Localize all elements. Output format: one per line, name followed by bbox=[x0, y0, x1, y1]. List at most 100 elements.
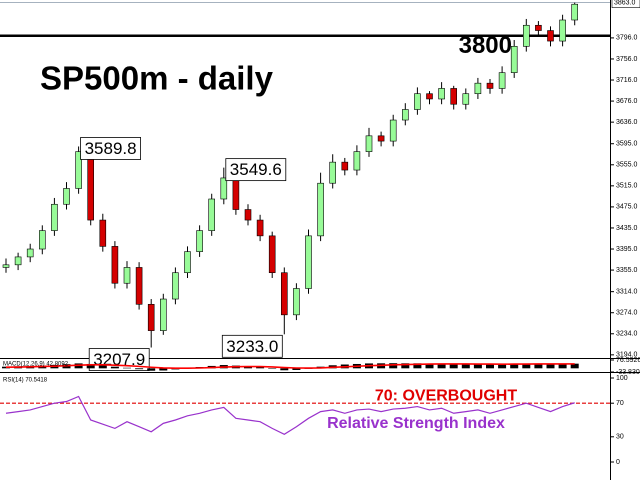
macd-bar bbox=[425, 363, 434, 369]
macd-bar bbox=[123, 367, 131, 369]
candle-body bbox=[547, 30, 554, 42]
y-tick-label: 3274.0 bbox=[616, 310, 638, 317]
y-tick-label: 3515.0 bbox=[616, 183, 638, 190]
macd-bar bbox=[473, 364, 482, 369]
candle-body bbox=[474, 82, 482, 95]
candle-body bbox=[353, 151, 361, 171]
candle-body bbox=[123, 267, 131, 284]
annotation-label: 3233.0 bbox=[226, 337, 278, 356]
y-tick-label: 3194.0 bbox=[616, 352, 638, 359]
macd-bar bbox=[558, 363, 567, 369]
candle-body bbox=[196, 230, 203, 252]
macd-bar bbox=[522, 363, 531, 369]
y-tick-label: 3756.0 bbox=[616, 56, 638, 63]
panel-subtitle: Relative Strength Index bbox=[327, 415, 505, 432]
candle-body bbox=[220, 177, 228, 200]
macd-bar bbox=[268, 368, 277, 369]
macd-bar bbox=[486, 364, 494, 369]
macd-bar bbox=[280, 368, 289, 371]
candle-body bbox=[172, 272, 179, 300]
macd-bar bbox=[86, 363, 95, 369]
candle-body bbox=[147, 303, 155, 331]
panel-title: RSI(14) 70.5418 bbox=[3, 378, 48, 384]
y-tick-label: 3555.0 bbox=[616, 162, 638, 169]
candle-body bbox=[111, 246, 119, 284]
candle-body bbox=[305, 235, 312, 289]
macd-bar bbox=[110, 366, 119, 369]
candle-body bbox=[51, 203, 58, 231]
candle-body bbox=[522, 24, 530, 47]
candle-body bbox=[99, 219, 107, 247]
candle-body bbox=[414, 93, 421, 110]
candle-body bbox=[232, 177, 240, 210]
macd-bar bbox=[389, 363, 398, 369]
y-tick-label: 3475.0 bbox=[616, 204, 638, 211]
y-tick-label: 3435.0 bbox=[616, 225, 638, 232]
macd-bar bbox=[2, 366, 10, 369]
candle-body bbox=[426, 93, 433, 100]
level-label: 70: OVERBOUGHT bbox=[375, 387, 517, 404]
y-tick-label: 3395.0 bbox=[616, 246, 638, 253]
candle-body bbox=[401, 109, 409, 121]
candle-body bbox=[571, 3, 579, 21]
candle-body bbox=[268, 235, 276, 274]
candle-body bbox=[14, 256, 22, 266]
candle-body bbox=[510, 46, 518, 73]
candle-body bbox=[377, 135, 385, 142]
candle-body bbox=[317, 182, 324, 237]
candle-body bbox=[244, 209, 252, 221]
annotation-label: 3589.8 bbox=[85, 139, 137, 158]
annotation-box bbox=[221, 334, 283, 358]
signal-line bbox=[5, 363, 575, 370]
y-tick-label: 3595.0 bbox=[616, 141, 638, 148]
candle-body bbox=[184, 251, 191, 274]
y-tick-label: 3676.0 bbox=[616, 98, 638, 105]
annotation-box bbox=[225, 158, 287, 182]
y-tick-label: 3636.0 bbox=[616, 119, 638, 126]
candle-body bbox=[2, 264, 10, 268]
candle-body bbox=[535, 24, 542, 31]
y-tick-label: 3314.0 bbox=[616, 289, 638, 296]
candle-body bbox=[486, 82, 494, 89]
price-label: 3863.0 bbox=[614, 0, 636, 6]
candle-body bbox=[38, 230, 46, 250]
candle-body bbox=[365, 135, 373, 152]
y-tick-label: 3234.0 bbox=[616, 331, 638, 338]
candle-body bbox=[341, 161, 349, 171]
macd-bar bbox=[510, 363, 519, 369]
y-tick-label: 70 bbox=[616, 400, 624, 407]
macd-bar bbox=[498, 364, 507, 369]
macd-bar bbox=[98, 365, 107, 369]
candle-body bbox=[160, 298, 167, 331]
macd-bar bbox=[413, 363, 422, 369]
macd-bar bbox=[135, 368, 144, 370]
candle-body bbox=[462, 93, 470, 105]
candle-body bbox=[75, 151, 82, 189]
macd-bar bbox=[159, 368, 168, 371]
macd-bar bbox=[546, 363, 555, 369]
y-tick-label: -33.8306 bbox=[616, 369, 640, 376]
macd-bar bbox=[256, 366, 265, 369]
candle-body bbox=[135, 267, 143, 305]
candle-body bbox=[87, 151, 94, 221]
macd-bar bbox=[449, 363, 458, 369]
y-tick-label: 3355.0 bbox=[616, 267, 638, 274]
y-tick-label: 76.59265 bbox=[616, 357, 640, 364]
candle-body bbox=[438, 88, 445, 100]
level-label: 3800 bbox=[459, 32, 512, 59]
chart-title: SP500m - daily bbox=[40, 60, 274, 97]
y-tick-label: 3796.0 bbox=[616, 35, 638, 42]
macd-bar bbox=[570, 363, 579, 369]
candle-body bbox=[26, 248, 34, 258]
macd-bar bbox=[534, 363, 543, 369]
y-tick-label: 0 bbox=[616, 459, 620, 466]
candle-body bbox=[498, 72, 506, 89]
macd-bar bbox=[437, 363, 446, 369]
y-tick-label: 30 bbox=[616, 434, 624, 441]
candle-body bbox=[450, 88, 458, 105]
candle-body bbox=[389, 119, 397, 142]
macd-bar bbox=[147, 368, 156, 371]
candle-body bbox=[63, 188, 70, 205]
